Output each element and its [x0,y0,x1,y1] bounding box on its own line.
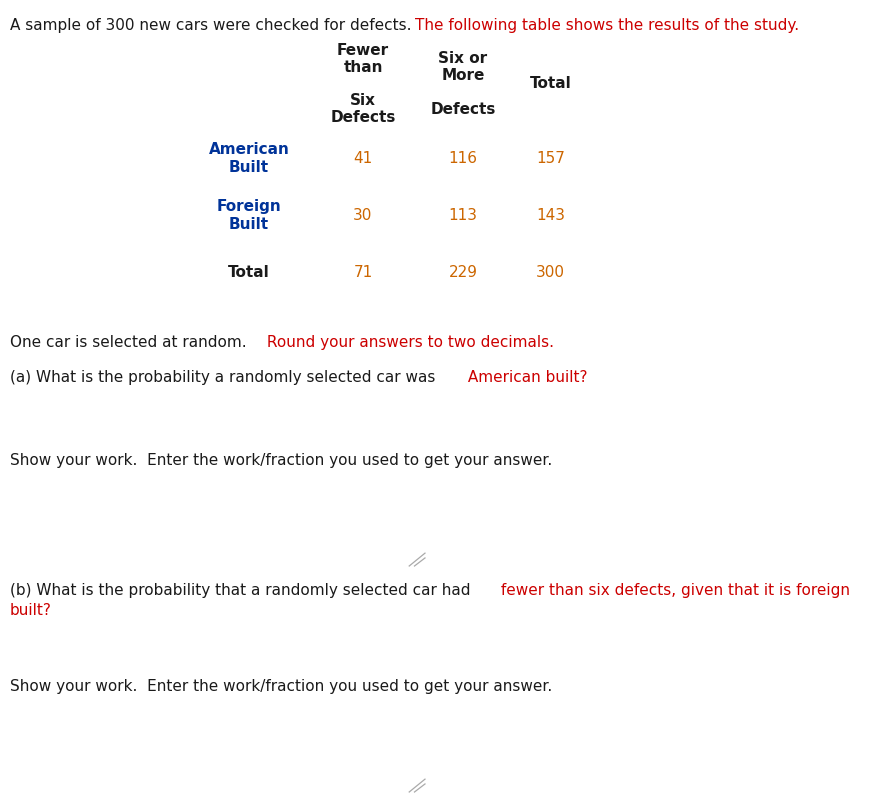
Text: Total: Total [530,76,572,92]
Text: (a) What is the probability a randomly selected car was: (a) What is the probability a randomly s… [10,369,435,385]
Text: (b) What is the probability that a randomly selected car had: (b) What is the probability that a rando… [10,582,470,597]
Text: The following table shows the results of the study.: The following table shows the results of… [415,18,799,33]
Text: 300: 300 [536,265,565,279]
Text: Show your work.  Enter the work/fraction you used to get your answer.: Show your work. Enter the work/fraction … [10,452,553,467]
Text: 143: 143 [536,208,565,222]
Text: Show your work.  Enter the work/fraction you used to get your answer.: Show your work. Enter the work/fraction … [10,679,553,693]
Text: 157: 157 [536,151,565,165]
Text: A sample of 300 new cars were checked for defects.: A sample of 300 new cars were checked fo… [10,18,411,33]
Text: Foreign
Built: Foreign Built [217,198,282,232]
Text: American
Built: American Built [209,141,289,175]
Text: Total: Total [228,265,270,279]
Text: One car is selected at random.: One car is selected at random. [10,335,246,349]
Text: American built?: American built? [463,369,588,385]
Text: Six or
More

Defects: Six or More Defects [431,51,496,116]
Text: Round your answers to two decimals.: Round your answers to two decimals. [262,335,554,349]
Text: fewer than six defects, given that it is foreign: fewer than six defects, given that it is… [496,582,850,597]
Text: 229: 229 [448,265,477,279]
Text: 41: 41 [353,151,373,165]
Text: 71: 71 [353,265,373,279]
Text: built?: built? [10,602,52,618]
Text: 30: 30 [353,208,373,222]
Text: 113: 113 [448,208,477,222]
Text: Fewer
than

Six
Defects: Fewer than Six Defects [331,43,396,125]
Text: 116: 116 [448,151,477,165]
